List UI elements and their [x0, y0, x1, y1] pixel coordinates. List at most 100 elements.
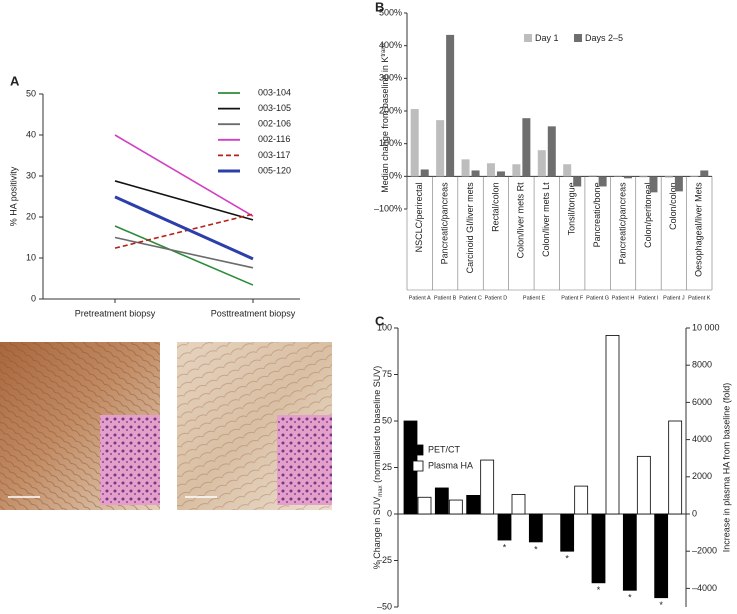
bar: [461, 159, 470, 177]
y-axis-label: % HA positivity: [8, 166, 18, 226]
y-tick-label: 200%: [379, 105, 402, 115]
significance-mark: *: [628, 593, 632, 603]
bar: [690, 176, 699, 177]
x-tick-label: Colon/liver mets Lt: [541, 182, 551, 257]
bar: [588, 175, 597, 177]
series-line: [114, 236, 254, 269]
bar: [511, 494, 526, 515]
legend-label: 002-116: [258, 134, 290, 144]
bar: [598, 176, 607, 187]
legend-label: 003-105: [258, 103, 291, 113]
y-axis-label: % Change in SUVmax (normalised to baseli…: [372, 366, 383, 569]
x-tick-label: Colon/liver mets Rt: [516, 182, 526, 259]
y-tick-label: 100: [377, 322, 392, 332]
patient-label: Patient C: [459, 295, 482, 301]
y-tick-label: 25: [382, 462, 392, 472]
bar: [466, 494, 481, 515]
significance-mark: *: [503, 542, 507, 552]
legend-swatch: [574, 34, 582, 42]
legend-swatch: [412, 444, 424, 456]
bar: [522, 118, 531, 177]
bar: [480, 459, 495, 515]
legend-label: 003-104: [258, 87, 291, 97]
y-tick-label: –25: [377, 555, 392, 565]
y2-tick-label: 0: [692, 508, 697, 518]
y2-tick-label: 2000: [692, 471, 712, 481]
patient-label: Patient B: [434, 295, 457, 301]
bar: [614, 175, 623, 177]
y-axis-label-text: (normalised to baseline SUV): [372, 366, 382, 486]
x-tick-label: Tonsil/tongue: [567, 182, 577, 235]
bar: [417, 496, 432, 515]
legend-swatch: [412, 460, 424, 472]
x-tick-label: Pancreatic/bone: [592, 182, 602, 247]
y-tick-label: 0: [387, 508, 392, 518]
y-tick-label: –50: [377, 601, 392, 611]
bar: [496, 171, 505, 177]
y2-tick-label: 6000: [692, 397, 712, 407]
bar: [560, 513, 575, 552]
legend-label: PET/CT: [428, 444, 461, 454]
x-tick-label: NSCLC/perirectal: [414, 182, 424, 252]
bar: [512, 164, 521, 177]
patient-label: Patient I: [638, 295, 659, 301]
bar: [700, 170, 709, 177]
legend-label: 002-106: [258, 119, 291, 129]
y2-tick-label: –4000: [692, 583, 717, 593]
bar: [654, 513, 669, 599]
x-tick-label: Pretreatment biopsy: [75, 308, 156, 318]
y-axis-label-text: Median change from baseline in K: [380, 57, 390, 193]
patient-label: Patient H: [612, 295, 635, 301]
legend-label: 005-120: [258, 165, 291, 175]
bar: [563, 164, 572, 177]
bar: [537, 150, 546, 177]
bar: [574, 485, 589, 515]
y2-tick-label: 4000: [692, 434, 712, 444]
panel-letter: B: [375, 0, 384, 14]
series-line: [114, 180, 254, 221]
y-tick-label: 10: [26, 252, 36, 262]
y2-axis-label: Increase in plasma HA from baseline (fol…: [721, 383, 731, 553]
bar: [497, 513, 512, 541]
panel-letter: C: [375, 313, 385, 328]
y-tick-label: 400%: [379, 40, 402, 50]
significance-mark: *: [565, 554, 569, 564]
bar: [649, 176, 658, 193]
patient-label: Patient K: [688, 295, 711, 301]
bar: [639, 176, 648, 178]
significance-mark: *: [534, 544, 538, 554]
bar: [486, 163, 495, 177]
series-line: [114, 225, 254, 286]
series-line: [114, 213, 254, 249]
bar: [668, 420, 683, 515]
bar: [624, 176, 633, 179]
legend-label: Day 1: [535, 33, 559, 43]
x-tick-label: Posttreatment biopsy: [211, 308, 296, 318]
bar: [446, 34, 455, 177]
bar: [448, 499, 463, 515]
bar: [528, 513, 543, 543]
bar: [410, 109, 419, 177]
x-tick-label: Colon/peritoneal: [643, 182, 653, 248]
photo-left: [0, 342, 160, 510]
x-tick-label: Rectal/colon: [490, 182, 500, 232]
y-tick-label: 50: [382, 415, 392, 425]
significance-mark: *: [597, 585, 601, 595]
patient-label: Patient D: [485, 295, 508, 301]
x-tick-label: Carcinoid GI/liver mets: [465, 182, 475, 274]
x-tick-label: Colon/colon: [668, 182, 678, 230]
photo-right: [177, 342, 332, 510]
legend-label: Plasma HA: [428, 460, 473, 470]
patient-label: Patient G: [586, 295, 609, 301]
y-tick-label: –100%: [374, 203, 402, 213]
bar: [436, 120, 445, 177]
bar: [591, 513, 606, 584]
y-axis-label-text: % Change in SUV: [372, 497, 382, 570]
bar: [636, 455, 651, 515]
y-tick-label: 100%: [379, 138, 402, 148]
bar: [573, 176, 582, 187]
x-tick-label: Oesophageal/liver Mets: [694, 182, 704, 277]
bar: [674, 176, 683, 192]
y-axis-label-sup: trans: [381, 43, 387, 56]
